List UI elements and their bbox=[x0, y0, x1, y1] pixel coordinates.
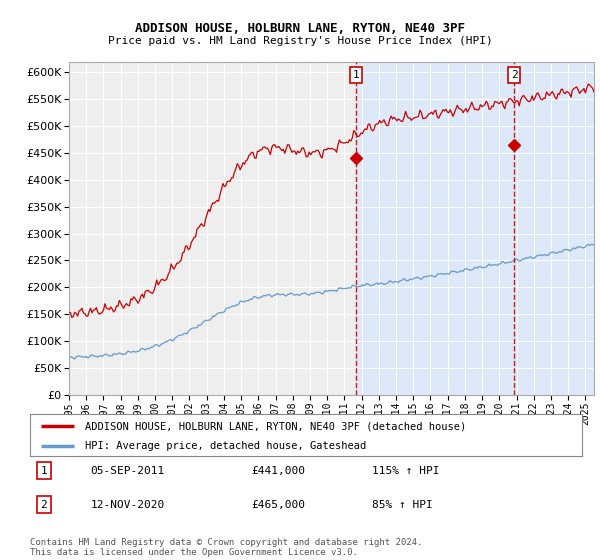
Text: ADDISON HOUSE, HOLBURN LANE, RYTON, NE40 3PF (detached house): ADDISON HOUSE, HOLBURN LANE, RYTON, NE40… bbox=[85, 421, 466, 431]
Text: £441,000: £441,000 bbox=[251, 465, 305, 475]
Text: 115% ↑ HPI: 115% ↑ HPI bbox=[372, 465, 440, 475]
Text: 2: 2 bbox=[40, 500, 47, 510]
Text: 2: 2 bbox=[511, 70, 518, 80]
Text: 12-NOV-2020: 12-NOV-2020 bbox=[91, 500, 165, 510]
Text: HPI: Average price, detached house, Gateshead: HPI: Average price, detached house, Gate… bbox=[85, 441, 367, 451]
Text: Contains HM Land Registry data © Crown copyright and database right 2024.
This d: Contains HM Land Registry data © Crown c… bbox=[30, 538, 422, 557]
Text: £465,000: £465,000 bbox=[251, 500, 305, 510]
Text: 1: 1 bbox=[40, 465, 47, 475]
Text: 1: 1 bbox=[353, 70, 359, 80]
Text: 05-SEP-2011: 05-SEP-2011 bbox=[91, 465, 165, 475]
Text: ADDISON HOUSE, HOLBURN LANE, RYTON, NE40 3PF: ADDISON HOUSE, HOLBURN LANE, RYTON, NE40… bbox=[135, 22, 465, 35]
Text: 85% ↑ HPI: 85% ↑ HPI bbox=[372, 500, 433, 510]
Text: Price paid vs. HM Land Registry's House Price Index (HPI): Price paid vs. HM Land Registry's House … bbox=[107, 36, 493, 46]
Bar bbox=[356, 62, 594, 395]
